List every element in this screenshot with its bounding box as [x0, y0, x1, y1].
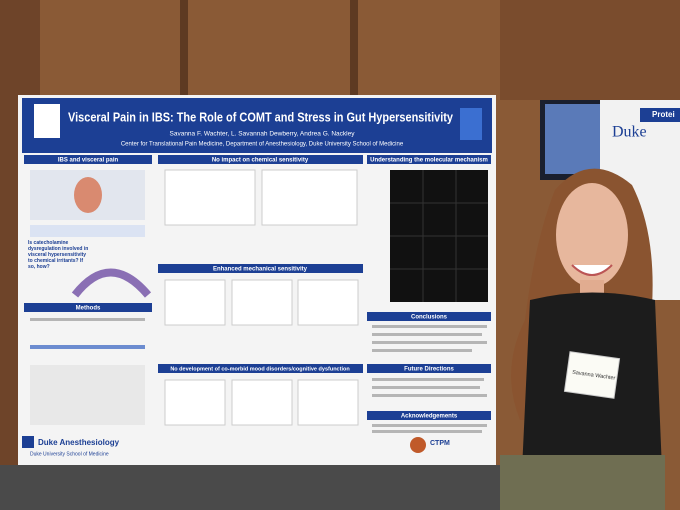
methods-figure — [30, 365, 145, 425]
name-badge — [563, 351, 621, 399]
section-header-bar — [367, 312, 491, 321]
timeline — [30, 345, 145, 349]
text-line — [372, 424, 487, 427]
text-line — [30, 318, 145, 321]
ctpm-label: CTPM — [430, 440, 450, 447]
plot-panel — [297, 279, 359, 326]
poster-title: Visceral Pain in IBS: The Role of COMT a… — [68, 109, 454, 124]
text-line — [372, 325, 487, 328]
plot-panel — [164, 379, 226, 426]
pants — [500, 455, 665, 510]
smile — [571, 264, 613, 276]
poster-header — [22, 98, 492, 153]
colon-illustration — [71, 268, 152, 298]
section-header-bar — [24, 155, 152, 164]
section-header-bar — [158, 155, 363, 164]
research-question: Is catecholamine dysregulation involved … — [28, 240, 89, 270]
wall-seam — [350, 0, 358, 95]
text-line — [372, 341, 487, 344]
ctpm-logo — [410, 437, 426, 453]
wall-seam — [180, 0, 188, 95]
section-header-bar — [158, 364, 363, 373]
section-header: Understanding the molecular mechanism — [370, 158, 488, 164]
plot-panel — [231, 279, 293, 326]
section-header: Conclusions — [411, 315, 448, 321]
duke-shield — [34, 104, 60, 138]
duke-d-logo — [22, 436, 34, 448]
text-line — [372, 394, 487, 397]
plot-panel — [164, 169, 256, 226]
monitor-screen — [545, 104, 605, 174]
section-header: Future Directions — [404, 367, 454, 373]
text-line — [372, 349, 472, 352]
plot-panel — [164, 279, 226, 326]
footer-subtitle: Duke University School of Medicine — [30, 451, 109, 457]
section-header: Acknowledgements — [401, 414, 458, 420]
question-box: Is catecholamine dysregulation involved … — [28, 240, 89, 270]
wall-panel — [500, 0, 680, 100]
dept-logo — [460, 108, 482, 140]
section-header: No development of co-morbid mood disorde… — [170, 366, 350, 372]
section-header-bar — [24, 303, 152, 312]
section-header-bar — [158, 264, 363, 273]
plot-panel — [297, 379, 359, 426]
section-header: IBS and visceral pain — [58, 158, 119, 164]
section-header: Enhanced mechanical sensitivity — [213, 267, 308, 273]
plot-panel — [231, 379, 293, 426]
section-header-bar — [367, 155, 491, 164]
face — [556, 183, 628, 287]
section-header: No impact on chemical sensitivity — [212, 158, 309, 164]
poster-authors: Savanna F. Wachter, L. Savannah Dewberry… — [170, 131, 356, 138]
gut-illustration — [74, 177, 102, 213]
stress-box — [30, 225, 145, 237]
footer-logo: Duke Anesthesiology — [38, 438, 120, 447]
section-header-bar — [367, 364, 491, 373]
floor-area — [0, 465, 500, 510]
plot-panel — [261, 169, 358, 226]
side-poster-heading: Protei — [652, 110, 675, 119]
section-header-bar — [367, 411, 491, 420]
text-line — [372, 430, 482, 433]
side-poster-logo: Duke — [612, 124, 647, 141]
text-line — [372, 333, 482, 336]
poster-affiliation: Center for Translational Pain Medicine, … — [121, 142, 404, 148]
section-header: Methods — [76, 306, 101, 312]
text-line — [372, 378, 484, 381]
side-poster-header — [640, 108, 680, 122]
text-line — [372, 386, 480, 389]
